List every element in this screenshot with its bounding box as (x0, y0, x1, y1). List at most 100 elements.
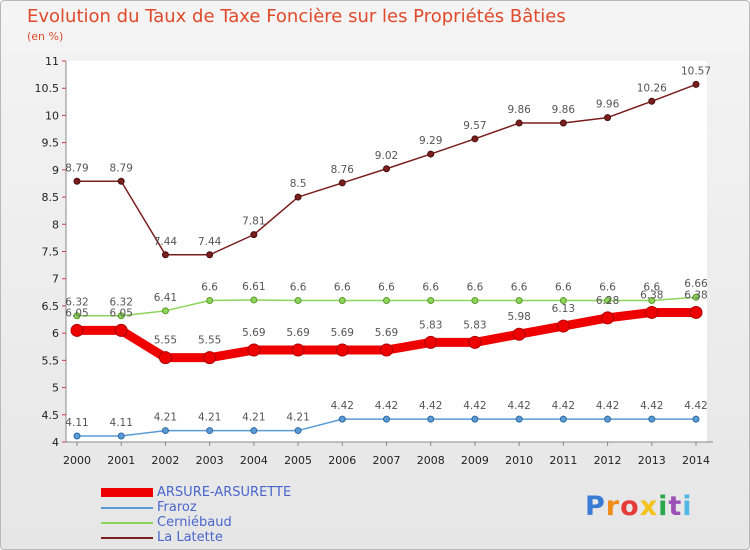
data-point (648, 296, 656, 304)
data-point (601, 311, 615, 325)
logo-letter: t (668, 491, 683, 522)
data-label: 6.6 (643, 281, 660, 293)
data-point (294, 296, 302, 304)
x-tick-label: 2007 (373, 454, 401, 467)
y-tick-label: 7 (52, 273, 59, 286)
data-label: 8.79 (65, 162, 88, 174)
data-point (559, 296, 567, 304)
data-label: 6.05 (110, 307, 133, 319)
data-point (468, 335, 482, 349)
legend-swatch (101, 488, 153, 497)
data-point (206, 427, 214, 435)
x-tick-label: 2006 (328, 454, 356, 467)
y-tick-label: 4 (52, 436, 59, 449)
data-label: 4.42 (507, 400, 530, 412)
y-tick-label: 5 (52, 382, 59, 395)
data-point (294, 193, 302, 201)
x-tick-label: 2003 (196, 454, 224, 467)
x-tick-label: 2008 (417, 454, 445, 467)
data-label: 5.69 (375, 327, 398, 339)
data-point (689, 305, 703, 319)
data-point (515, 415, 523, 423)
data-point (158, 351, 172, 365)
logo-letter: x (639, 491, 659, 522)
data-label: 9.57 (463, 120, 486, 132)
data-label: 6.6 (334, 281, 351, 293)
y-tick-label: 10.5 (35, 82, 60, 95)
data-point (117, 432, 125, 440)
x-tick-label: 2000 (63, 454, 91, 467)
legend-label: ARSURE-ARSURETTE (157, 485, 292, 500)
data-label: 8.79 (110, 162, 133, 174)
data-point (203, 351, 217, 365)
legend-label: Fraroz (157, 500, 197, 515)
data-label: 9.96 (596, 99, 620, 111)
data-point (559, 415, 567, 423)
data-label: 6.13 (552, 303, 575, 315)
legend-item: Cerniébaud (101, 515, 291, 530)
data-label: 5.55 (198, 335, 221, 347)
plot-area (66, 61, 707, 442)
logo-letter: P (585, 491, 606, 522)
data-label: 6.38 (640, 289, 663, 301)
x-tick-label: 2012 (594, 454, 622, 467)
data-label: 4.21 (242, 412, 265, 424)
data-point (604, 296, 612, 304)
data-label: 4.42 (419, 400, 442, 412)
data-label: 8.76 (331, 164, 355, 176)
data-label: 5.69 (242, 327, 265, 339)
data-point (383, 165, 390, 173)
data-point (291, 343, 305, 357)
data-label: 4.11 (65, 417, 88, 429)
data-label: 6.28 (596, 295, 619, 307)
data-label: 7.44 (154, 236, 178, 248)
x-tick-label: 2002 (151, 454, 179, 467)
data-label: 6.6 (599, 281, 616, 293)
data-point (645, 305, 659, 319)
data-point (335, 343, 349, 357)
x-tick-label: 2010 (505, 454, 533, 467)
data-label: 6.6 (378, 281, 395, 293)
data-label: 10.26 (637, 82, 667, 94)
legend-item: La Latette (101, 530, 291, 545)
chart-legend: ARSURE-ARSURETTE Fraroz Cerniébaud La Latet… (101, 485, 291, 545)
data-point (604, 415, 612, 423)
data-point (427, 296, 435, 304)
data-point (338, 179, 346, 187)
data-point (515, 296, 523, 304)
data-label: 6.32 (65, 297, 88, 309)
data-label: 6.6 (467, 281, 484, 293)
data-point (73, 177, 81, 185)
data-point (250, 231, 258, 239)
y-tick-label: 5.5 (42, 354, 60, 367)
data-point (692, 80, 700, 88)
data-point (692, 415, 700, 423)
legend-item: Fraroz (101, 500, 291, 515)
data-point (250, 427, 258, 435)
x-tick-label: 2009 (461, 454, 489, 467)
data-point (556, 319, 570, 333)
y-tick-label: 11 (45, 55, 59, 68)
data-point (515, 119, 523, 127)
data-label: 4.42 (640, 400, 663, 412)
data-label: 6.6 (511, 281, 528, 293)
y-tick-label: 6 (52, 327, 59, 340)
data-label: 7.81 (242, 216, 265, 228)
data-point (471, 296, 479, 304)
data-point (73, 432, 81, 440)
data-label: 5.69 (286, 327, 309, 339)
legend-swatch (101, 506, 153, 509)
data-label: 6.61 (242, 281, 265, 293)
data-point (161, 307, 169, 315)
data-point (250, 296, 258, 304)
data-point (117, 312, 125, 320)
data-point (604, 114, 612, 122)
data-point (559, 119, 567, 127)
data-point (206, 296, 214, 304)
legend-swatch (101, 521, 153, 524)
data-point (247, 343, 261, 357)
data-point (338, 296, 346, 304)
data-label: 9.86 (552, 104, 576, 116)
logo-letter: o (620, 491, 640, 522)
